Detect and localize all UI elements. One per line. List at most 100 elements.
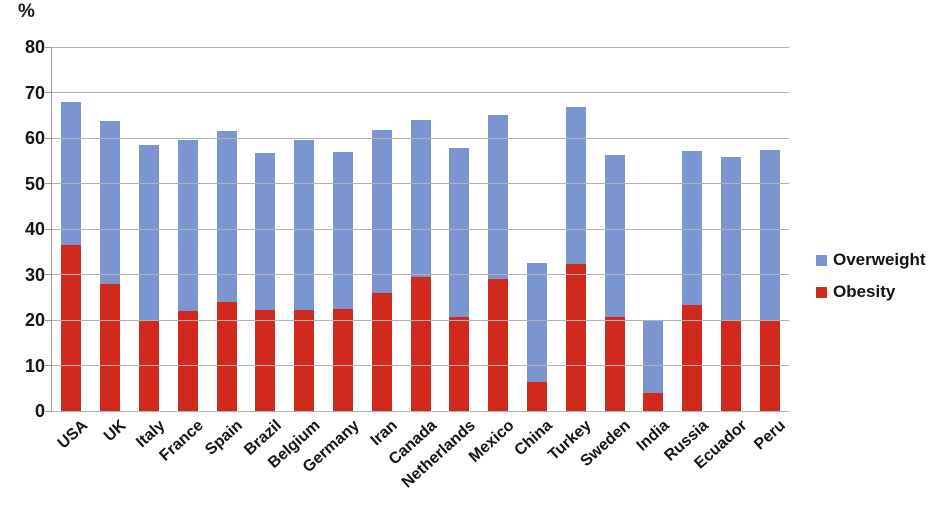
stacked-bar-ecuador: [720, 156, 741, 411]
bar-segment-overweight: [643, 321, 664, 393]
x-axis-label-usa: USA: [54, 417, 91, 453]
gridline: [52, 137, 789, 139]
overweight-legend-swatch: [816, 254, 827, 266]
bar-segment-overweight: [720, 156, 741, 320]
y-axis-tick-label: 0: [34, 401, 45, 421]
y-axis-tick-label: 60: [24, 128, 45, 148]
bar-segment-obesity: [294, 309, 315, 411]
bar-slot: [324, 47, 363, 411]
overweight-legend-label: Overweight: [833, 250, 926, 269]
y-axis-tick-label: 50: [24, 173, 45, 194]
gridline: [52, 410, 789, 412]
bar-segment-overweight: [332, 152, 353, 309]
bar-slot: [207, 47, 246, 411]
gridline: [52, 319, 789, 321]
bar-segment-overweight: [138, 145, 159, 320]
stacked-bar-iran: [371, 130, 392, 411]
stacked-bar-belgium: [294, 140, 315, 411]
bar-slot: [518, 47, 557, 411]
y-axis-unit-label: %: [18, 1, 35, 22]
bar-slot: [401, 47, 440, 411]
bar-segment-overweight: [294, 140, 315, 310]
axis-tick: [45, 137, 52, 139]
gridline: [52, 46, 789, 48]
bar-segment-obesity: [526, 382, 547, 411]
stacked-bar-russia: [682, 150, 703, 411]
stacked-bar-netherlands: [449, 148, 470, 411]
obesity-legend-label: Obesity: [833, 282, 896, 301]
bar-segment-overweight: [526, 262, 547, 383]
bar-segment-obesity: [216, 301, 237, 411]
gridline: [52, 183, 789, 184]
legend-item-overweight: Overweight: [816, 250, 926, 270]
stacked-bar-spain: [216, 130, 237, 411]
stacked-bar-canada: [410, 119, 431, 411]
bar-slot: [168, 47, 207, 411]
x-axis-label-uk: UK: [101, 417, 130, 446]
bar-segment-obesity: [643, 392, 664, 411]
stacked-bar-china: [526, 262, 547, 411]
axis-tick: [45, 410, 52, 412]
bar-segment-obesity: [371, 292, 392, 411]
bar-segment-obesity: [565, 264, 586, 411]
bar-slot: [362, 47, 401, 411]
bar-segment-overweight: [100, 120, 121, 284]
bar-segment-overweight: [759, 149, 780, 321]
bar-segment-overweight: [255, 153, 276, 310]
axis-tick: [45, 46, 52, 48]
bar-segment-obesity: [332, 308, 353, 411]
stacked-bar-brazil: [255, 153, 276, 411]
bar-slot: [673, 47, 712, 411]
stacked-bar-germany: [332, 152, 353, 411]
axis-tick: [45, 365, 52, 366]
y-axis-tick-label: 30: [24, 264, 45, 285]
y-axis-tick-label: 40: [24, 219, 45, 239]
axis-tick: [45, 274, 52, 275]
bar-segment-overweight: [565, 107, 586, 265]
bars-container: [52, 47, 789, 411]
stacked-bar-peru: [759, 149, 780, 411]
y-axis-tick-label: 70: [24, 82, 45, 103]
stacked-bar-turkey: [565, 107, 586, 411]
bar-segment-obesity: [61, 244, 82, 411]
axis-tick: [45, 92, 52, 93]
stacked-bar-mexico: [488, 115, 509, 411]
bar-slot: [246, 47, 285, 411]
obesity-legend-swatch: [816, 286, 827, 298]
stacked-bar-usa: [61, 101, 82, 411]
bar-slot: [91, 47, 130, 411]
bar-segment-obesity: [682, 305, 703, 411]
gridline: [52, 228, 789, 230]
bar-segment-obesity: [100, 283, 121, 411]
legend-item-obesity: Obesity: [816, 282, 895, 302]
bar-slot: [285, 47, 324, 411]
axis-tick: [45, 183, 52, 184]
bar-segment-obesity: [410, 276, 431, 411]
y-axis-tick-label: 80: [24, 37, 45, 57]
stacked-bar-uk: [100, 120, 121, 411]
bar-segment-overweight: [604, 155, 625, 317]
stacked-bar-sweden: [604, 155, 625, 411]
axis-tick: [45, 228, 52, 230]
y-axis-tick-label: 20: [24, 310, 45, 330]
bar-segment-obesity: [177, 310, 198, 411]
x-axis-label-peru: Peru: [751, 417, 789, 454]
bar-segment-overweight: [682, 150, 703, 305]
bar-segment-obesity: [604, 316, 625, 411]
bar-segment-obesity: [255, 309, 276, 411]
y-axis-tick-label: 10: [24, 355, 45, 376]
plot-area: [45, 46, 789, 412]
gridline: [52, 92, 789, 93]
bar-segment-overweight: [61, 101, 82, 245]
x-axis-label-spain: Spain: [202, 417, 246, 459]
bar-slot: [634, 47, 673, 411]
bar-segment-overweight: [449, 148, 470, 317]
bar-slot: [556, 47, 595, 411]
bar-segment-obesity: [449, 316, 470, 411]
gridline: [52, 274, 789, 275]
bar-slot: [479, 47, 518, 411]
bar-slot: [595, 47, 634, 411]
bar-segment-overweight: [410, 119, 431, 277]
stacked-bar-italy: [138, 145, 159, 411]
